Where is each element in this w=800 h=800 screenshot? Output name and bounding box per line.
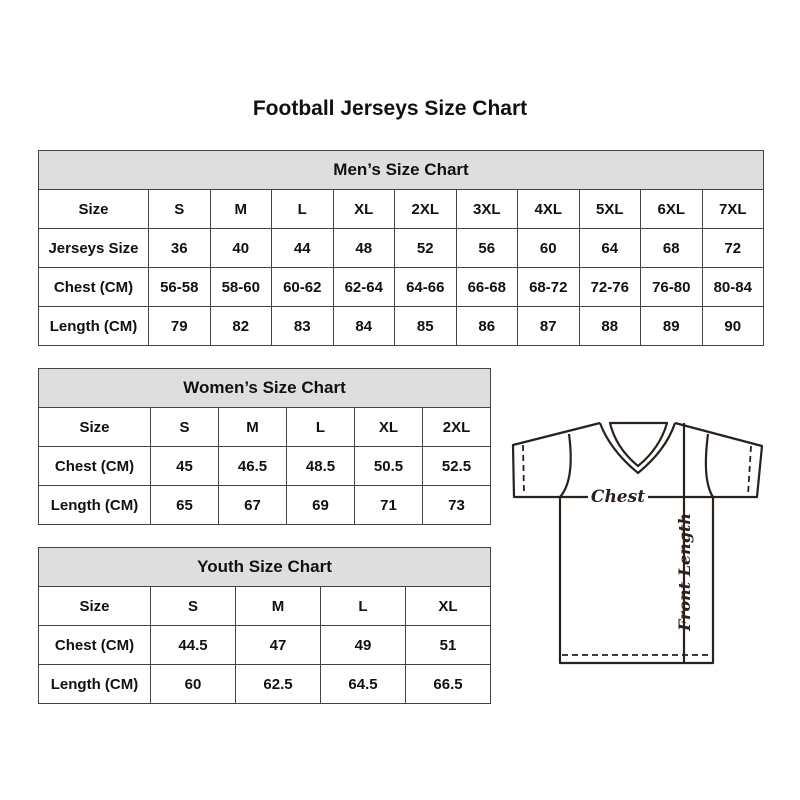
table-cell: 52.5 [422,446,491,486]
mens-size-table: Men’s Size Chart Size S M L XL 2XL 3XL 4XL 5XL 6XL… [38,150,764,346]
table-cell: 68 [640,228,703,268]
table-cell: 60 [517,228,580,268]
table-cell: 66.5 [405,664,491,704]
table-cell: 90 [701,306,764,346]
table-cell: 87 [517,306,580,346]
table-cell: 82 [209,306,272,346]
table-cell: 45 [150,446,219,486]
table-cell: 51 [405,625,491,665]
table-cell: 48.5 [286,446,355,486]
table-cell: 72-76 [578,267,641,307]
table-row: Chest (CM) 44.5 47 49 51 [38,625,491,665]
table-cell: 69 [286,485,355,525]
row-label: Size [38,586,151,626]
table-cell: M [218,407,287,447]
table-cell: L [320,586,406,626]
table-cell: 60-62 [271,267,334,307]
table-cell: 44 [271,228,334,268]
men-chart-heading: Men’s Size Chart [38,150,764,190]
page-title: Football Jerseys Size Chart [252,97,528,120]
table-cell: 36 [148,228,211,268]
table-cell: 68-72 [517,267,580,307]
table-cell: 64.5 [320,664,406,704]
table-cell: 48 [332,228,395,268]
table-row: Length (CM) 60 62.5 64.5 66.5 [38,664,491,704]
table-row: Jerseys Size 36 40 44 48 52 56 60 64 68 72 [38,228,764,268]
table-cell: 66-68 [455,267,518,307]
table-cell: 79 [148,306,211,346]
row-label: Size [38,407,151,447]
table-cell: 84 [332,306,395,346]
table-row: Size S M L XL 2XL [38,407,491,447]
table-cell: 47 [235,625,321,665]
table-cell: 85 [394,306,457,346]
table-cell: 2XL [422,407,491,447]
table-cell: 71 [354,485,423,525]
table-cell: 49 [320,625,406,665]
table-cell: 62.5 [235,664,321,704]
table-cell: XL [332,189,395,229]
table-cell: 6XL [640,189,703,229]
table-cell: L [286,407,355,447]
table-cell: 76-80 [640,267,703,307]
table-cell: 80-84 [701,267,764,307]
table-cell: 86 [455,306,518,346]
table-cell: 40 [209,228,272,268]
table-cell: 67 [218,485,287,525]
table-cell: M [235,586,321,626]
women-chart-heading: Women’s Size Chart [38,368,491,408]
row-label: Length (CM) [38,306,149,346]
table-cell: 44.5 [150,625,236,665]
table-cell: 73 [422,485,491,525]
table-cell: XL [354,407,423,447]
chest-label: Chest [591,487,645,507]
table-cell: L [271,189,334,229]
front-length-label: Front Length [675,513,694,632]
youth-size-table: Youth Size Chart Size S M L XL Chest (CM) 44.5 4… [38,547,491,704]
table-cell: 88 [578,306,641,346]
jersey-outline [511,421,764,665]
table-cell: 50.5 [354,446,423,486]
table-row: Length (CM) 65 67 69 71 73 [38,485,491,525]
youth-chart-heading: Youth Size Chart [38,547,491,587]
table-row: Chest (CM) 45 46.5 48.5 50.5 52.5 [38,446,491,486]
table-cell: 56-58 [148,267,211,307]
table-cell: 5XL [578,189,641,229]
table-cell: 62-64 [332,267,395,307]
table-row: Size S M L XL 2XL 3XL 4XL 5XL 6XL 7XL [38,189,764,229]
table-cell: S [150,586,236,626]
row-label: Chest (CM) [38,625,151,665]
womens-size-table: Women’s Size Chart Size S M L XL 2XL Chest (CM)… [38,368,491,525]
table-row: Size S M L XL [38,586,491,626]
row-label: Length (CM) [38,485,151,525]
table-cell: 7XL [701,189,764,229]
row-label: Chest (CM) [38,446,151,486]
table-row: Length (CM) 79 82 83 84 85 86 87 88 89 90 [38,306,764,346]
row-label: Size [38,189,149,229]
table-cell: 60 [150,664,236,704]
table-cell: 65 [150,485,219,525]
row-label: Jerseys Size [38,228,149,268]
